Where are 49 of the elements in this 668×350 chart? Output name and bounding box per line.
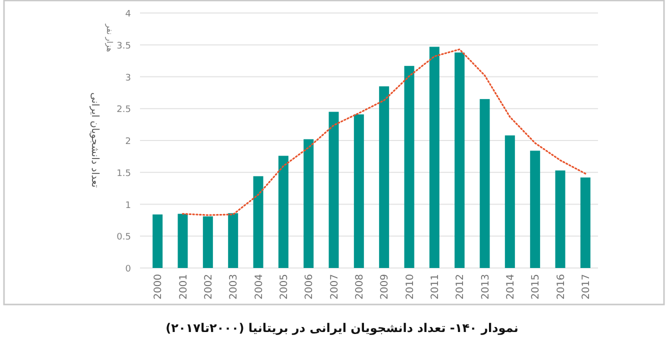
x-tick-label: 2000 — [153, 274, 164, 300]
y-tick-label: 0.5 — [116, 232, 131, 243]
x-tick-label: 2004 — [254, 274, 265, 300]
y-tick-label: 2.5 — [116, 105, 131, 116]
bar — [580, 177, 590, 268]
x-tick-label: 2002 — [203, 274, 214, 300]
bar — [480, 99, 490, 268]
text: هزار نفر — [105, 23, 114, 52]
bar — [404, 66, 414, 268]
x-tick-label: 2007 — [329, 274, 340, 300]
bar — [530, 150, 540, 268]
bar — [253, 176, 264, 268]
y-tick-label: 4 — [125, 10, 132, 20]
bar — [152, 214, 163, 268]
y-tick-label: 3.5 — [116, 41, 131, 52]
y-tick-label: 1.5 — [116, 168, 131, 179]
x-tick-label: 2016 — [556, 274, 567, 300]
x-tick-label: 2005 — [278, 274, 290, 300]
x-tick-label: 2013 — [480, 274, 492, 300]
x-tick-label: 2008 — [354, 274, 366, 300]
x-tick-label: 2009 — [380, 274, 391, 300]
x-tick-label: 2006 — [304, 274, 316, 300]
bar — [429, 46, 440, 268]
line-series — [182, 48, 586, 216]
y-tick-label: 0 — [125, 264, 132, 274]
y-axis-title: تعداد دانشجویان ایرانی — [89, 92, 100, 188]
x-tick-label: 2017 — [580, 274, 592, 300]
x-tick-label: 2015 — [530, 274, 542, 300]
bar — [354, 114, 364, 268]
y-tick-label: 1 — [125, 200, 131, 211]
x-tick-label: 2010 — [404, 274, 416, 300]
y-tick-label: 3 — [125, 73, 131, 84]
bar — [454, 52, 465, 268]
x-tick-label: 2014 — [505, 274, 516, 300]
x-tick-label: 2001 — [178, 274, 190, 300]
bar — [555, 170, 566, 268]
bar — [328, 112, 339, 268]
bar — [504, 135, 515, 268]
bar — [304, 139, 314, 268]
text: نمودار ۱۴۰- تعداد دانشجویان ایرانی در بریتانیا (۲۰۰۰تا۲۰۱۷) — [166, 321, 518, 335]
bar — [202, 216, 213, 268]
y-tick-label: 2 — [125, 137, 131, 147]
bar — [178, 214, 188, 268]
bar — [228, 213, 238, 268]
x-tick-label: 2011 — [430, 274, 441, 300]
bar — [379, 86, 390, 268]
bar — [278, 156, 288, 268]
x-tick-label: 2003 — [228, 274, 240, 300]
x-tick-label: 2012 — [455, 274, 466, 300]
